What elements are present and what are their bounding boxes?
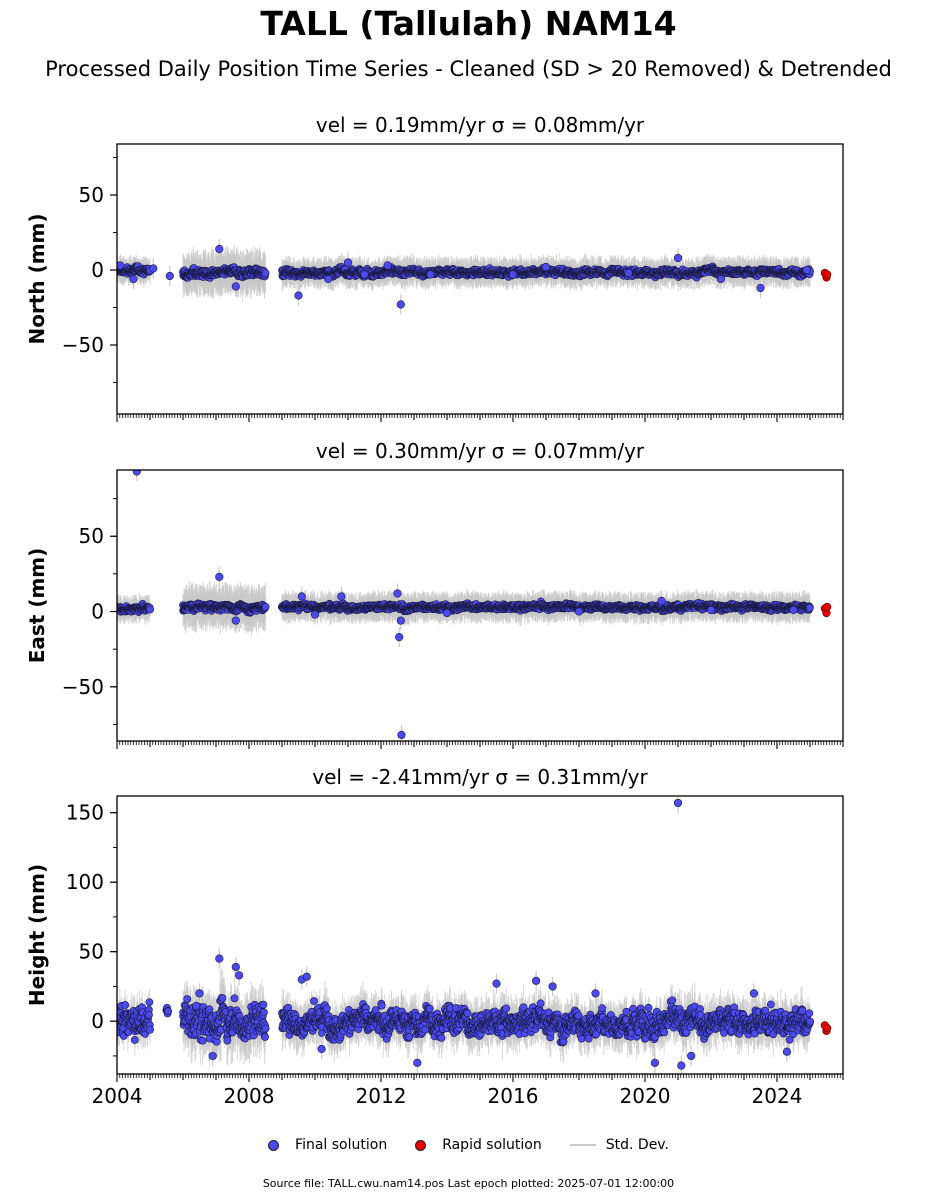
panel-1: vel = 0.19mm/yr σ = 0.08mm/yr North (mm) 5… (25, 113, 844, 422)
final-point (426, 270, 435, 279)
y-axis-label: North (mm) (25, 213, 49, 344)
y-tick-label: 0 (91, 258, 104, 282)
panel-title: vel = 0.30mm/yr σ = 0.07mm/yr (316, 439, 645, 463)
final-point (360, 270, 369, 279)
figure-subtitle: Processed Daily Position Time Series - C… (45, 57, 892, 81)
final-point (165, 271, 174, 281)
final-point (716, 274, 726, 284)
final-point (129, 274, 138, 284)
final-point (215, 244, 224, 254)
rapid-solution-points (820, 268, 832, 282)
final-point (231, 282, 240, 291)
final-point (508, 270, 518, 279)
final-point (324, 274, 333, 284)
final-point (541, 262, 551, 272)
final-point (343, 258, 353, 267)
final-point (149, 264, 158, 273)
y-tick-label: 50 (79, 183, 104, 207)
figure-title: TALL (Tallulah) NAM14 (260, 4, 677, 43)
final-point (624, 268, 633, 278)
final-point (756, 283, 765, 293)
final-solution-points (117, 244, 814, 309)
final-point (117, 261, 125, 270)
final-point (673, 253, 683, 263)
plot-area (117, 470, 832, 741)
plot-area (117, 239, 832, 315)
y-tick-label: −50 (62, 333, 104, 357)
final-point (802, 265, 811, 275)
final-point (294, 291, 303, 300)
final-point (396, 300, 405, 309)
panel-title: vel = 0.19mm/yr σ = 0.08mm/yr (316, 113, 645, 137)
y-axis-label: East (mm) (25, 548, 49, 664)
rapid-point (823, 270, 832, 279)
final-point (383, 261, 392, 270)
final-point (261, 269, 270, 277)
